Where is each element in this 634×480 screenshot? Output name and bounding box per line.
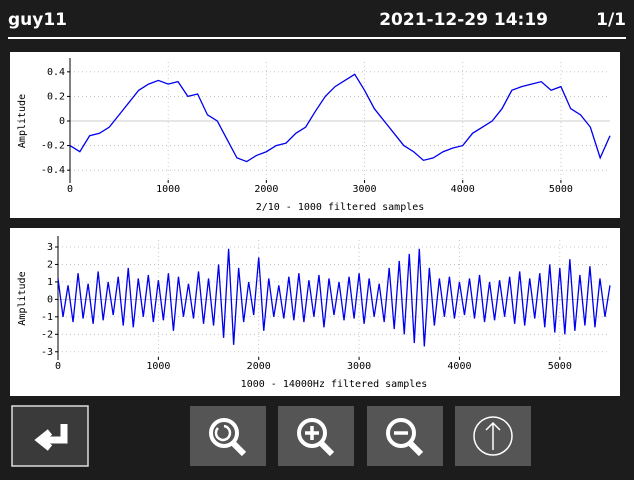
- zoom-reset-button[interactable]: [190, 406, 266, 466]
- icon: [386, 418, 416, 448]
- y-tick-label: 1: [47, 277, 53, 288]
- y-tick-label: 2: [47, 259, 53, 270]
- signal-line: [57, 248, 611, 347]
- y-tick-label: 0.4: [47, 67, 65, 78]
- x-tick-label: 1000: [156, 184, 180, 195]
- zoom-out-button[interactable]: [367, 406, 443, 466]
- y-tick-label: -0.4: [41, 165, 65, 176]
- icon: [209, 418, 239, 448]
- x-tick-label: 3000: [347, 361, 371, 372]
- y-tick-label: 0.2: [47, 91, 65, 102]
- signal-line: [69, 73, 611, 163]
- icon: [230, 440, 247, 457]
- button-frame: [278, 406, 354, 466]
- icon: [297, 418, 327, 448]
- y-axis-label: Amplitude: [17, 271, 28, 325]
- y-tick-label: -3: [41, 347, 53, 358]
- y-tick-label: -2: [41, 329, 53, 340]
- enter-icon: [34, 424, 68, 451]
- y-tick-label: -0.2: [41, 141, 65, 152]
- y-tick-label: 0: [47, 294, 53, 305]
- icon: [485, 421, 501, 450]
- upload-button[interactable]: [455, 406, 531, 466]
- y-tick-label: -1: [41, 312, 53, 323]
- icon: [214, 424, 232, 442]
- page-indicator: 1/1: [596, 10, 626, 30]
- icon: [305, 426, 319, 440]
- icon: [407, 440, 424, 457]
- y-tick-label: 0: [59, 116, 65, 127]
- user-name: guy11: [8, 10, 67, 30]
- x-tick-label: 5000: [549, 184, 573, 195]
- x-axis-label: 2/10 - 1000 filtered samples: [256, 202, 425, 213]
- chart-panel: [10, 52, 620, 218]
- x-tick-label: 0: [67, 184, 73, 195]
- zoom-in-button[interactable]: [278, 406, 354, 466]
- x-axis-label: 1000 - 14000Hz filtered samples: [241, 379, 428, 390]
- x-tick-label: 1000: [146, 361, 170, 372]
- icon: [318, 440, 335, 457]
- x-tick-label: 5000: [548, 361, 572, 372]
- x-tick-label: 0: [55, 361, 61, 372]
- x-tick-label: 2000: [254, 184, 278, 195]
- icon: [473, 416, 513, 456]
- date-time: 2021-12-29 14:19: [379, 10, 548, 30]
- y-axis-label: Amplitude: [17, 94, 28, 148]
- x-tick-label: 2000: [247, 361, 271, 372]
- button-frame: [367, 406, 443, 466]
- x-tick-label: 4000: [451, 184, 475, 195]
- x-tick-label: 3000: [352, 184, 376, 195]
- x-tick-label: 4000: [447, 361, 471, 372]
- y-tick-label: 3: [47, 242, 53, 253]
- back-button[interactable]: [11, 405, 89, 467]
